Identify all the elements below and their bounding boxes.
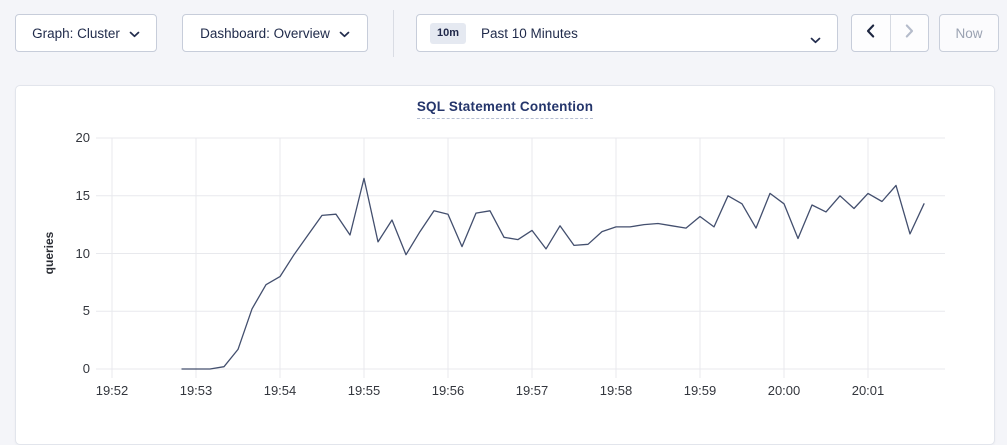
chart-title-row: SQL Statement Contention [15, 99, 995, 119]
toolbar-divider [393, 10, 394, 57]
x-tick-label: 19:58 [599, 383, 633, 398]
graph-selector-label: Graph: Cluster [32, 25, 120, 41]
x-tick-label: 19:53 [179, 383, 213, 398]
y-tick-label: 10 [75, 245, 90, 261]
chart-plot-area[interactable] [112, 138, 945, 369]
time-window-label: Past 10 Minutes [481, 25, 578, 41]
dashboard-selector-dropdown[interactable]: Dashboard: Overview [182, 14, 368, 52]
x-tick-label: 19:57 [515, 383, 549, 398]
now-button[interactable]: Now [939, 14, 999, 52]
x-tick-label: 19:55 [347, 383, 381, 398]
chevron-down-icon [810, 31, 821, 49]
time-nav-button-group [851, 14, 929, 52]
y-tick-label: 0 [82, 361, 90, 376]
x-tick-label: 19:54 [263, 383, 297, 398]
x-tick-label: 20:01 [851, 383, 885, 398]
chart-title: SQL Statement Contention [416, 99, 594, 119]
chevron-down-icon [339, 26, 350, 41]
dashboard-selector-label: Dashboard: Overview [200, 25, 330, 41]
chevron-right-icon [905, 23, 914, 43]
time-forward-button[interactable] [891, 15, 929, 51]
time-back-button[interactable] [852, 15, 891, 51]
y-tick-label: 15 [75, 187, 90, 203]
chevron-left-icon [866, 23, 875, 43]
now-button-label: Now [955, 25, 983, 41]
y-tick-label: 5 [82, 303, 90, 319]
graph-selector-dropdown[interactable]: Graph: Cluster [15, 14, 157, 52]
x-tick-label: 19:52 [95, 383, 129, 398]
chevron-down-icon [129, 26, 140, 41]
x-tick-label: 19:59 [683, 383, 717, 398]
time-window-badge: 10m [430, 22, 467, 44]
x-tick-label: 20:00 [767, 383, 801, 398]
time-window-selector[interactable]: 10m Past 10 Minutes [416, 14, 838, 52]
y-tick-label: 20 [75, 130, 90, 145]
x-tick-label: 19:56 [431, 383, 465, 398]
